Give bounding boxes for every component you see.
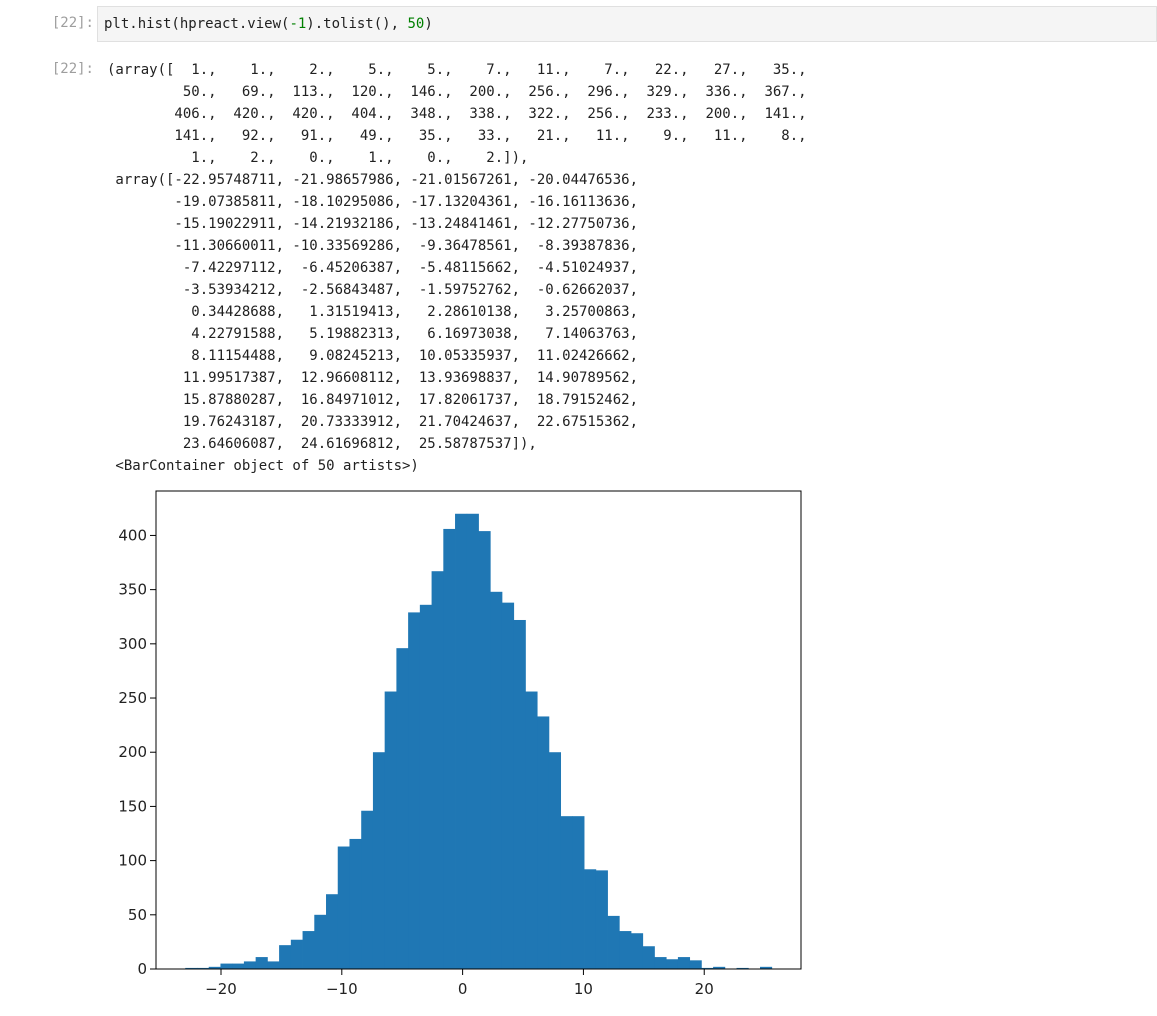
output-line: 1., 2., 0., 1., 0., 2.]), (107, 150, 529, 166)
y-tick-label: 250 (118, 689, 147, 707)
output-line: -7.42297112, -6.45206387, -5.48115662, -… (107, 260, 639, 276)
histogram-bar (619, 931, 632, 969)
output-line: 141., 92., 91., 49., 35., 33., 21., 11.,… (107, 128, 807, 144)
histogram-bar (537, 716, 550, 969)
histogram-bar (630, 933, 644, 969)
y-tick-label: 50 (128, 906, 147, 924)
y-tick-label: 0 (137, 960, 147, 978)
histogram-bar (232, 963, 245, 969)
output-line: 19.76243187, 20.73333912, 21.70424637, 2… (107, 414, 639, 430)
histogram-bar (572, 816, 585, 969)
histogram-bar (419, 604, 432, 969)
output-line: 11.99517387, 12.96608112, 13.93698837, 1… (107, 370, 639, 386)
histogram-bar (736, 967, 749, 969)
output-line: 406., 420., 420., 404., 348., 338., 322.… (107, 106, 807, 122)
histogram-bar (607, 915, 620, 969)
output-line: -19.07385811, -18.10295086, -17.13204361… (107, 194, 639, 210)
y-axis: 0 50 100 150 200 250 300 350 400 (118, 526, 156, 978)
output-line: 4.22791588, 5.19882313, 6.16973038, 7.14… (107, 326, 639, 342)
x-tick-label: −20 (205, 980, 237, 998)
histogram-bar (196, 967, 210, 969)
cell-output-text: (array([ 1., 1., 2., 5., 5., 7., 11., 7.… (107, 59, 807, 477)
histogram-bar (525, 691, 538, 969)
histogram-bar (431, 571, 444, 969)
histogram-bar (255, 957, 268, 969)
output-line: <BarContainer object of 50 artists>) (107, 458, 419, 474)
histogram-bar (243, 961, 257, 969)
y-tick-label: 350 (118, 581, 147, 599)
y-tick-label: 150 (118, 797, 147, 815)
histogram-bar (642, 946, 655, 969)
histogram-bar (302, 931, 315, 969)
histogram-bar (279, 945, 292, 969)
x-tick-label: −10 (326, 980, 358, 998)
output-line: (array([ 1., 1., 2., 5., 5., 7., 11., 7.… (107, 62, 807, 78)
code-arg-bins: 50 (407, 16, 425, 32)
output-line: 8.11154488, 9.08245213, 10.05335937, 11.… (107, 348, 639, 364)
histogram-bars (185, 513, 773, 969)
histogram-bar (654, 957, 667, 969)
histogram-bar (584, 869, 597, 969)
output-line: -15.19022911, -14.21932186, -13.24841461… (107, 216, 639, 232)
input-prompt: [22]: (51, 15, 94, 31)
histogram-bar (595, 870, 608, 969)
histogram-bar (208, 966, 221, 969)
histogram-bar (701, 967, 714, 969)
histogram-bar (290, 939, 303, 969)
y-tick-label: 200 (118, 743, 147, 761)
output-line: array([-22.95748711, -21.98657986, -21.0… (107, 172, 639, 188)
histogram-bar (349, 838, 362, 969)
code-suffix: ) (424, 16, 433, 32)
histogram-bar (513, 619, 526, 969)
histogram-bar (185, 967, 198, 969)
code-text: plt.hist(hpreact.view(-1).tolist(), 50) (104, 14, 433, 34)
code-cell-input[interactable]: plt.hist(hpreact.view(-1).tolist(), 50) (97, 6, 1157, 42)
histogram-bar (314, 914, 327, 969)
code-prefix: plt.hist(hpreact.view( (104, 16, 290, 32)
histogram-bar (490, 591, 503, 969)
histogram-bar (443, 528, 456, 969)
histogram-bar (466, 513, 479, 969)
histogram-bar (713, 966, 726, 969)
histogram-bar (689, 960, 702, 969)
histogram-bar (677, 957, 691, 969)
histogram-bar (560, 816, 573, 969)
histogram-chart: 0 50 100 150 200 250 300 350 400 −20 −10 0 10 20 (118, 490, 802, 998)
x-tick-label: 10 (574, 980, 593, 998)
histogram-bar (455, 513, 468, 969)
histogram-bar (267, 961, 280, 969)
output-prompt: [22]: (51, 61, 94, 77)
code-arg-view: -1 (289, 16, 307, 32)
histogram-bar (326, 894, 339, 969)
histogram-bar (384, 691, 397, 969)
output-line: 50., 69., 113., 120., 146., 200., 256., … (107, 84, 807, 100)
histogram-bar (760, 966, 773, 969)
plot-frame (155, 490, 802, 970)
x-tick-label: 20 (695, 980, 714, 998)
x-axis: −20 −10 0 10 20 (205, 969, 714, 998)
histogram-bar (478, 531, 491, 969)
output-line: 0.34428688, 1.31519413, 2.28610138, 3.25… (107, 304, 639, 320)
y-tick-label: 300 (118, 635, 147, 653)
code-mid: ).tolist(), (306, 16, 408, 32)
y-tick-label: 100 (118, 852, 147, 870)
output-line: 23.64606087, 24.61696812, 25.58787537]), (107, 436, 537, 452)
histogram-bar (372, 752, 386, 969)
histogram-bar (337, 846, 350, 969)
histogram-bar (666, 959, 679, 969)
histogram-bar (548, 752, 562, 969)
histogram-bar (220, 963, 233, 969)
histogram-bar (408, 612, 421, 969)
histogram-bar (361, 810, 374, 969)
x-tick-label: 0 (458, 980, 468, 998)
output-line: -3.53934212, -2.56843487, -1.59752762, -… (107, 282, 639, 298)
histogram-bar (501, 602, 515, 969)
output-line: 15.87880287, 16.84971012, 17.82061737, 1… (107, 392, 639, 408)
histogram-bar (396, 648, 409, 969)
y-tick-label: 400 (118, 526, 147, 544)
output-line: -11.30660011, -10.33569286, -9.36478561,… (107, 238, 639, 254)
